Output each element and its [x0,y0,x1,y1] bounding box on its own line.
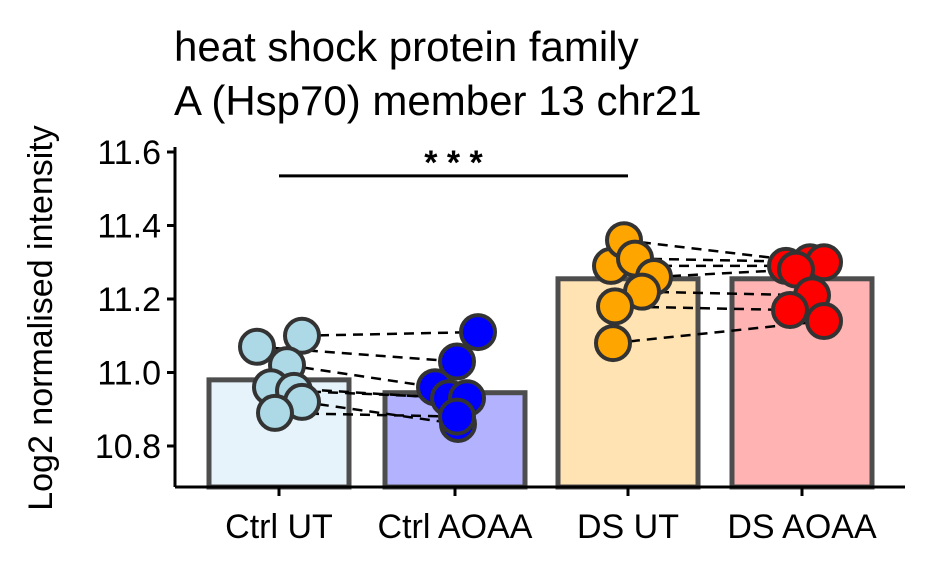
pair-line [274,411,458,418]
plot-area: 10.8 11.0 11.2 11.4 11.6 Ctrl UT Ctrl AOAA DS U… [95,134,905,546]
chart-title-line-1: heat shock protein family [174,23,639,70]
pair-line [286,363,436,389]
data-point [438,342,476,381]
x-tick-label: Ctrl UT [225,508,333,546]
pair-line [614,305,791,312]
pair-line [270,385,450,400]
chart-title-line-2: A (Hsp70) member 13 chr21 [174,77,702,124]
data-point [459,313,497,352]
pair-line [301,330,479,337]
y-tick-label: 11.0 [97,355,161,393]
y-tick-label: 11.6 [97,134,161,172]
significance-label: * * * [424,144,483,182]
data-point [596,287,634,326]
data-point [238,327,276,366]
y-tick-label: 11.2 [97,281,161,319]
pair-line [301,400,459,426]
y-tick-label: 10.8 [95,428,161,466]
data-point [438,397,476,436]
y-axis-label: Log2 normalised intensity [22,125,60,511]
bar-ds-aoaa [729,276,875,490]
data-point [805,302,843,341]
data-point [256,393,294,432]
data-point [283,316,321,355]
x-tick-label: DS UT [577,508,679,546]
data-point [771,291,809,330]
y-tick-label: 11.4 [97,208,161,246]
x-tick-label: DS AOAA [727,508,877,546]
pair-line [653,268,797,279]
x-tick-label: Ctrl AOAA [378,508,533,546]
data-point [594,324,632,363]
